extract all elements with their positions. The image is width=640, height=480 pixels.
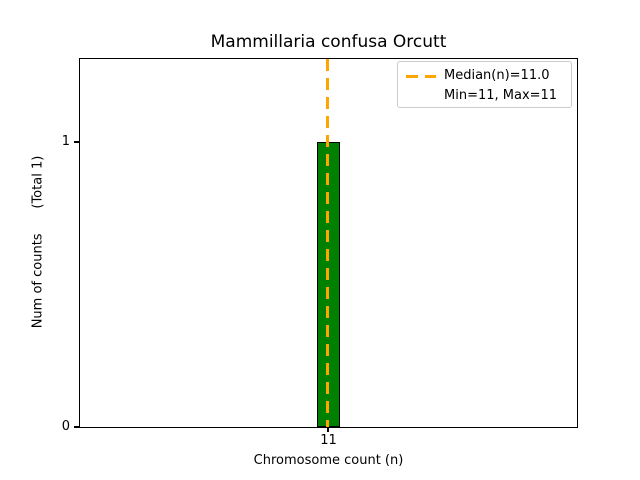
legend-item-minmax: Min=11, Max=11 bbox=[406, 86, 563, 106]
y-tick-label-1: 1 bbox=[61, 134, 70, 149]
y-tick-label-0: 0 bbox=[61, 419, 70, 434]
x-tick-mark-11 bbox=[327, 428, 329, 432]
legend-item-median: Median(n)=11.0 bbox=[406, 66, 563, 86]
legend-label-minmax: Min=11, Max=11 bbox=[444, 88, 558, 103]
x-axis-label: Chromosome count (n) bbox=[253, 453, 404, 468]
plot-area bbox=[79, 58, 578, 428]
median-dashed-line bbox=[326, 59, 329, 427]
x-tick-label-11: 11 bbox=[320, 433, 337, 448]
y-tick-mark-1 bbox=[74, 141, 79, 143]
median-line-legend-icon bbox=[406, 74, 436, 78]
y-tick-mark-0 bbox=[74, 426, 79, 428]
legend-box: Median(n)=11.0 Min=11, Max=11 bbox=[397, 61, 572, 108]
chart-title: Mammillaria confusa Orcutt bbox=[210, 32, 447, 52]
y-axis-label: Num of counts (Total 1) bbox=[30, 155, 46, 329]
legend-label-median: Median(n)=11.0 bbox=[444, 68, 550, 83]
